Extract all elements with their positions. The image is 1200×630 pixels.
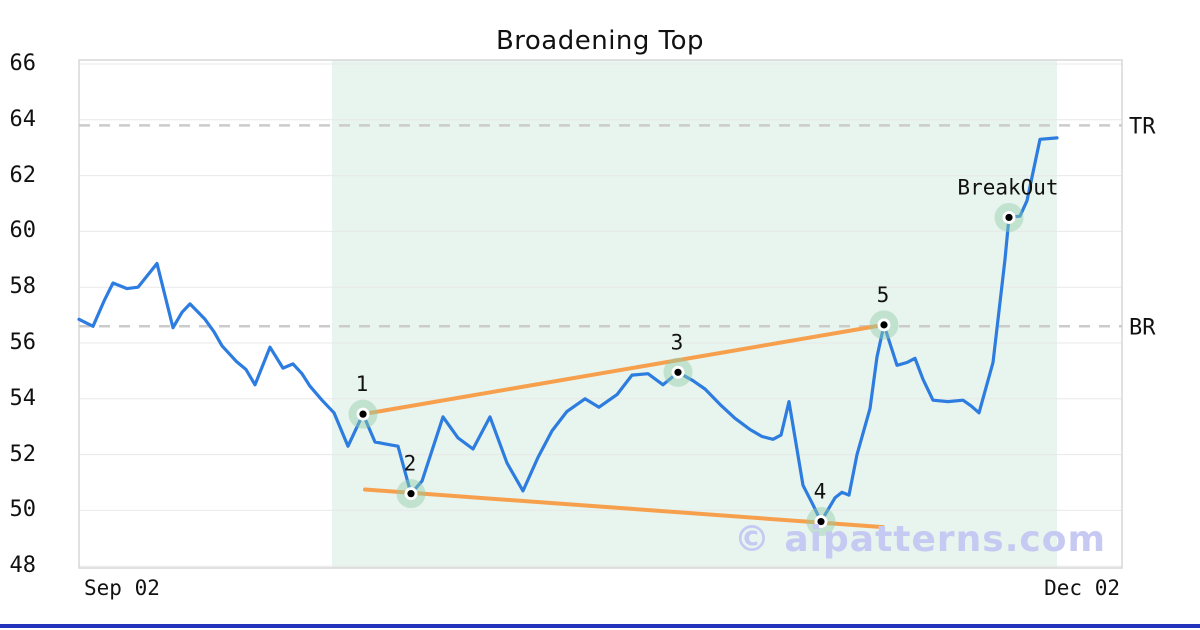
- pattern-point-dot: [407, 490, 415, 498]
- y-tick-label-52: 52: [9, 441, 37, 467]
- pattern-point-dot: [674, 368, 682, 376]
- y-tick-label-60: 60: [9, 218, 37, 244]
- y-tick-label-48: 48: [9, 553, 37, 579]
- y-tick-label-66: 66: [9, 51, 37, 76]
- pattern-point-dot: [880, 321, 888, 329]
- trendline-lower: [363, 487, 885, 530]
- pattern-point-dot: [359, 410, 367, 418]
- y-tick-label-50: 50: [9, 497, 37, 523]
- y-tick-label-54: 54: [9, 385, 37, 411]
- price-line: [77, 136, 1059, 524]
- watermark: © aipatterns.com: [733, 519, 1106, 560]
- y-tick-label-64: 64: [9, 106, 37, 132]
- pattern-point-label-3: 3: [671, 330, 684, 354]
- y-tick-label-56: 56: [9, 330, 37, 355]
- footer-accent-bar: [0, 624, 1200, 628]
- y-tick-label-58: 58: [9, 274, 37, 300]
- pattern-point-dot: [1005, 213, 1013, 222]
- level-label-tr: TR: [1129, 114, 1156, 139]
- plot-border: [78, 59, 1123, 569]
- pattern-highlight-region: [332, 60, 1057, 568]
- pattern-point-dot: [817, 517, 825, 526]
- x-axis-label-start: Sep 02: [84, 576, 160, 600]
- chart-title: Broadening Top: [495, 26, 705, 56]
- pattern-point-label-2: 2: [404, 452, 417, 476]
- pattern-point-label-1: 1: [356, 372, 369, 396]
- pattern-point-label-5: 5: [877, 283, 890, 307]
- x-axis-label-end: Dec 02: [1044, 576, 1120, 600]
- pattern-point-label-breakout: BreakOut: [957, 175, 1058, 199]
- trendline-upper: [361, 322, 886, 417]
- pattern-point-label-4: 4: [814, 480, 827, 504]
- level-label-br: BR: [1129, 315, 1156, 340]
- y-tick-label-62: 62: [9, 162, 37, 188]
